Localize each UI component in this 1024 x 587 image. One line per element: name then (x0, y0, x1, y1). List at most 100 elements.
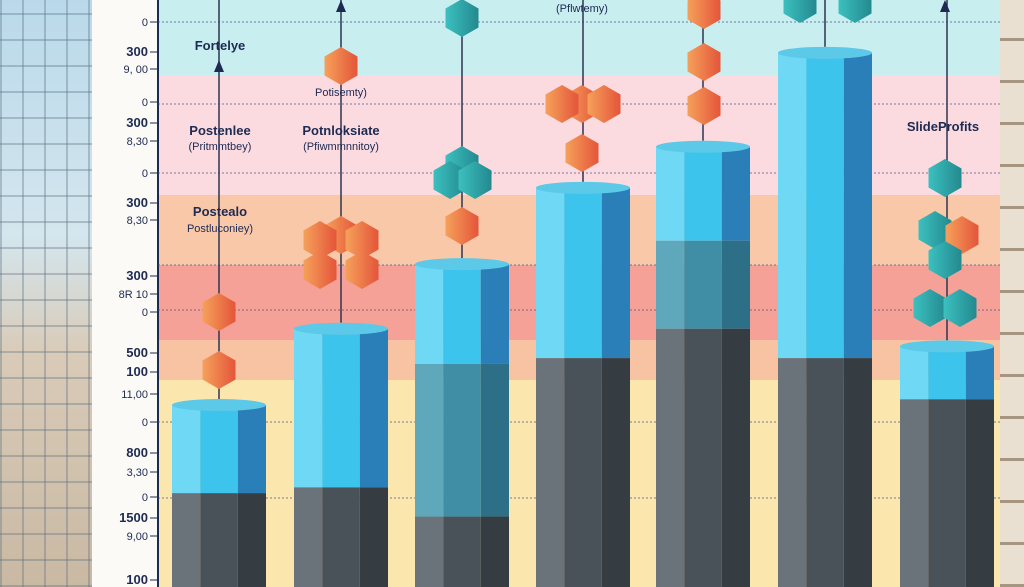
bar-top-cap (536, 181, 630, 194)
arrow-up-icon (940, 0, 950, 12)
bar-segment-top (900, 346, 929, 400)
annotation-subtitle: (Pflwtemy) (556, 3, 608, 15)
bar-segment-top (359, 328, 388, 488)
bar-segment-top (294, 328, 323, 488)
orange-hexagon-marker (945, 216, 979, 254)
bar-segment-base (806, 358, 844, 587)
bar-segment-base (564, 358, 602, 587)
y-tick-label: 300 (126, 115, 148, 130)
orange-hexagon-marker (545, 85, 579, 123)
bar-segment-base (721, 328, 750, 587)
building-background-right (1000, 0, 1024, 587)
bar-segment-base (684, 328, 722, 587)
y-tick-label: 1500 (119, 510, 148, 525)
orange-hexagon-marker (324, 47, 358, 85)
bar-segment-mid (721, 240, 750, 329)
annotation-subtitle: (Pritmmtbey) (189, 141, 252, 153)
y-tick-label: 100 (126, 572, 148, 587)
building-background-left (0, 0, 92, 587)
bar-segment-top (443, 264, 481, 364)
bar-segment-top (843, 52, 872, 359)
orange-hexagon-marker (202, 351, 236, 389)
y-tick-label: 300 (126, 44, 148, 59)
teal-hexagon-marker (838, 0, 872, 23)
bar-top-cap (172, 399, 266, 412)
annotation-title: Potnloksiate (302, 123, 379, 138)
teal-hexagon-marker (433, 161, 467, 199)
orange-hexagon-marker (687, 43, 721, 81)
teal-hexagon-marker (943, 289, 977, 327)
bar-segment-top (200, 405, 238, 494)
bar-segment-base (656, 328, 685, 587)
y-tick-label: 0 (142, 97, 148, 109)
orange-hexagon-marker (202, 293, 236, 331)
y-tick-label: 0 (142, 307, 148, 319)
bar-segment-top (721, 146, 750, 241)
bar-segment-top (237, 405, 266, 494)
bar-segment-base (536, 358, 565, 587)
bar-4 (536, 181, 630, 587)
bar-segment-base (900, 399, 929, 587)
bar-3 (415, 258, 509, 587)
y-tick-label: 800 (126, 445, 148, 460)
bar-5 (656, 140, 750, 587)
bar-segment-base (322, 487, 360, 587)
y-tick-label: 500 (126, 345, 148, 360)
y-tick-label: 0 (142, 417, 148, 429)
bar-top-cap (294, 322, 388, 335)
y-tick-label: 100 (126, 364, 148, 379)
bar-top-cap (656, 140, 750, 153)
teal-hexagon-marker (458, 161, 492, 199)
bar-segment-top (965, 346, 994, 400)
y-tick-label: 300 (126, 195, 148, 210)
bar-segment-base (443, 516, 481, 587)
orange-hexagon-marker (345, 251, 379, 289)
annotation-title: Postealo (193, 204, 247, 219)
bar-segment-base (843, 358, 872, 587)
bar-segment-top (536, 187, 565, 359)
y-tick-label: 9,00 (127, 531, 148, 543)
bar-segment-top (778, 52, 807, 359)
bar-segment-mid (415, 363, 444, 517)
orange-hexagon-marker (687, 87, 721, 125)
bar-segment-base (965, 399, 994, 587)
bar-segment-mid (443, 363, 481, 517)
annotation-subtitle: (Pfiwmmnnitoy) (303, 141, 379, 153)
bar-segment-top (172, 405, 201, 494)
y-tick-label: 11,00 (121, 389, 148, 401)
bar-segment-top (322, 328, 360, 488)
y-tick-label: 0 (142, 492, 148, 504)
y-tick-label: 8,30 (127, 136, 148, 148)
bar-segment-top (684, 146, 722, 241)
teal-hexagon-marker (783, 0, 817, 23)
bar-segment-mid (480, 363, 509, 517)
y-tick-label: 0 (142, 168, 148, 180)
bar-segment-top (806, 52, 844, 359)
teal-hexagon-marker (928, 159, 962, 197)
orange-hexagon-marker (345, 221, 379, 259)
bar-7 (900, 340, 994, 587)
bar-top-cap (900, 340, 994, 353)
orange-hexagon-marker (687, 0, 721, 29)
y-tick-label: 3,30 (127, 467, 148, 479)
y-tick-label: 0 (142, 17, 148, 29)
bar-top-cap (778, 46, 872, 59)
bar-segment-base (601, 358, 630, 587)
bar-segment-base (200, 493, 238, 587)
bar-segment-top (415, 264, 444, 364)
y-tick-label: 9, 00 (124, 64, 148, 76)
bar-6 (778, 46, 872, 587)
orange-hexagon-marker (565, 134, 599, 172)
bar-segment-top (928, 346, 966, 400)
teal-hexagon-marker (918, 211, 952, 249)
bar-segment-base (359, 487, 388, 587)
bar-segment-top (564, 187, 602, 359)
bar-segment-mid (684, 240, 722, 329)
annotation-title: SlideProfits (907, 119, 979, 134)
teal-hexagon-marker (928, 241, 962, 279)
bar-top-cap (415, 258, 509, 271)
annotation-subtitle: Potisemty) (315, 87, 367, 99)
arrow-up-icon (336, 0, 346, 12)
bar-segment-mid (656, 240, 685, 329)
